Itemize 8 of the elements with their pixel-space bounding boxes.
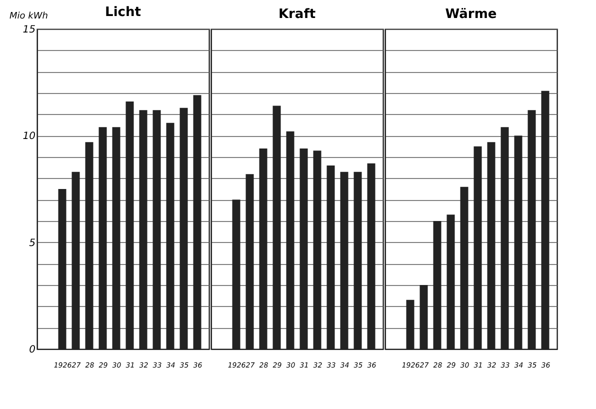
- chart-title: Kraft: [278, 7, 316, 22]
- y-tick-label: 10: [22, 131, 36, 142]
- chart-title: Wärme: [445, 7, 497, 22]
- y-axis-title: Mio kWh: [10, 12, 48, 22]
- y-tick-label: 0: [29, 344, 36, 356]
- y-tick-label: 5: [29, 238, 36, 249]
- y-tick-label: 15: [22, 24, 36, 36]
- chart-title: Licht: [105, 5, 141, 20]
